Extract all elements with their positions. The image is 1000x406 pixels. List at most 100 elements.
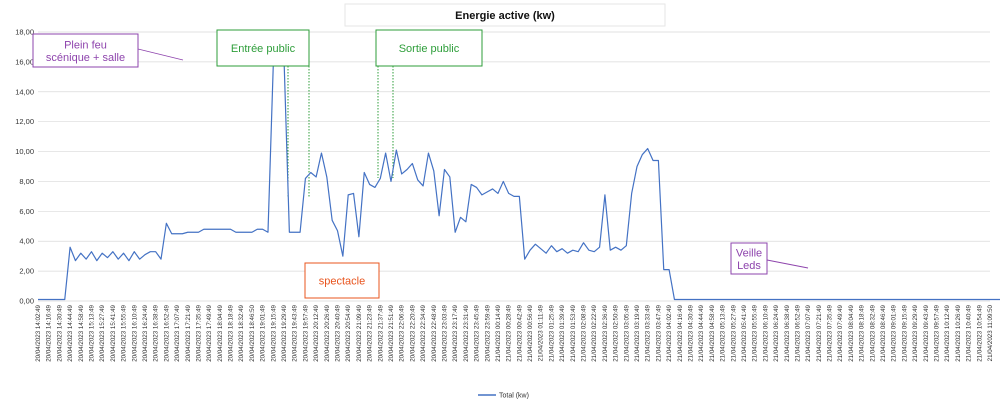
- y-tick-label: 2,00: [19, 267, 34, 276]
- x-tick-label: 21/04/2023 06:24:49: [773, 304, 780, 361]
- grid-lines: [38, 31, 990, 302]
- x-tick-label: 21/04/2023 03:33:49: [645, 304, 652, 361]
- x-tick-label: 21/04/2023 09:57:49: [934, 304, 941, 361]
- x-tick-label: 21/04/2023 02:50:49: [613, 304, 620, 361]
- x-tick-label: 20/04/2023 17:49:49: [206, 304, 213, 361]
- x-tick-label: 21/04/2023 03:19:49: [634, 304, 641, 361]
- x-tick-label: 20/04/2023 20:26:49: [324, 304, 331, 361]
- annotation-veille-leds: Veille Leds: [730, 242, 768, 275]
- x-tick-label: 21/04/2023 05:13:49: [720, 304, 727, 361]
- annotation-label: Sortie public: [399, 43, 460, 55]
- chart-title: Energie active (kw): [455, 10, 555, 22]
- x-tick-label: 21/04/2023 09:29:49: [912, 304, 919, 361]
- x-tick-label: 21/04/2023 05:55:49: [752, 304, 759, 361]
- y-tick-label: 16,00: [15, 57, 34, 66]
- x-tick-label: 20/04/2023 14:44:49: [67, 304, 74, 361]
- annotation-sortie-public: Sortie public: [375, 29, 483, 67]
- x-tick-label: 20/04/2023 21:37:49: [377, 304, 384, 361]
- x-tick-label: 20/04/2023 18:04:49: [217, 304, 224, 361]
- x-axis-ticks: 20/04/2023 14:02:49 20/04/2023 14:16:49 20…: [35, 304, 994, 361]
- x-tick-label: 20/04/2023 16:24:49: [142, 304, 149, 361]
- legend: Total (kw): [478, 393, 529, 400]
- x-tick-label: 20/04/2023 22:20:49: [409, 304, 416, 361]
- annotation-label: Veille Leds: [736, 247, 762, 272]
- x-tick-label: 21/04/2023 00:42:49: [516, 304, 523, 361]
- x-tick-label: 20/04/2023 15:41:49: [110, 304, 117, 361]
- y-axis-ticks: 0,00 2,00 4,00 6,00 8,00 10,00 12,00 14,00 16,00…: [15, 28, 34, 306]
- x-tick-label: 21/04/2023 10:54:49: [976, 304, 983, 361]
- legend-label: Total (kw): [499, 393, 529, 400]
- x-tick-label: 21/04/2023 06:52:49: [794, 304, 801, 361]
- annotation-plein-feu: Plein feu scénique + salle: [32, 33, 139, 68]
- y-tick-label: 6,00: [19, 207, 34, 216]
- x-tick-label: 20/04/2023 18:18:49: [228, 304, 235, 361]
- leader-plein-feu: [137, 48, 184, 61]
- x-tick-label: 21/04/2023 09:43:49: [923, 304, 930, 361]
- x-tick-label: 20/04/2023 23:45:49: [474, 304, 481, 361]
- x-tick-label: 21/04/2023 04:30:49: [687, 304, 694, 361]
- x-tick-label: 20/04/2023 19:29:49: [281, 304, 288, 361]
- x-tick-label: 20/04/2023 15:13:49: [88, 304, 95, 361]
- x-tick-label: 20/04/2023 20:54:49: [345, 304, 352, 361]
- x-tick-label: 21/04/2023 01:39:49: [559, 304, 566, 361]
- x-tick-label: 20/04/2023 19:57:49: [302, 304, 309, 361]
- y-tick-label: 4,00: [19, 237, 34, 246]
- x-tick-label: 21/04/2023 10:26:49: [955, 304, 962, 361]
- annotation-label: Entrée public: [231, 43, 296, 55]
- annotation-entree-public: Entrée public: [216, 29, 310, 67]
- x-tick-label: 20/04/2023 17:21:49: [185, 304, 192, 361]
- x-tick-label: 20/04/2023 21:51:49: [388, 304, 395, 361]
- x-tick-label: 20/04/2023 19:01:49: [260, 304, 267, 361]
- annotation-box: [32, 33, 139, 68]
- x-tick-label: 20/04/2023 22:48:49: [431, 304, 438, 361]
- x-tick-label: 21/04/2023 07:21:49: [816, 304, 823, 361]
- x-tick-label: 21/04/2023 07:49:49: [837, 304, 844, 361]
- x-tick-label: 21/04/2023 08:04:49: [848, 304, 855, 361]
- y-tick-label: 14,00: [15, 87, 34, 96]
- x-tick-label: 20/04/2023 21:23:49: [367, 304, 374, 361]
- x-tick-label: 20/04/2023 15:27:49: [99, 304, 106, 361]
- x-tick-label: 21/04/2023 06:38:49: [784, 304, 791, 361]
- x-tick-label: 21/04/2023 01:53:49: [570, 304, 577, 361]
- x-tick-label: 20/04/2023 21:09:49: [356, 304, 363, 361]
- x-tick-label: 21/04/2023 02:22:49: [591, 304, 598, 361]
- annotation-box: [304, 262, 380, 299]
- series-layer: [38, 58, 1000, 301]
- x-tick-label: 21/04/2023 04:02:49: [666, 304, 673, 361]
- x-tick-label: 20/04/2023 14:02:49: [35, 304, 42, 361]
- x-tick-label: 21/04/2023 09:01:49: [891, 304, 898, 361]
- x-tick-label: 20/04/2023 14:16:49: [46, 304, 53, 361]
- y-tick-label: 18,00: [15, 28, 34, 37]
- annotation-leaders: [137, 48, 809, 269]
- annotation-box: [730, 242, 768, 275]
- annotation-label: Plein feu scénique + salle: [46, 39, 125, 64]
- x-tick-label: 20/04/2023 19:43:49: [292, 304, 299, 361]
- x-tick-label: 20/04/2023 23:59:49: [484, 304, 491, 361]
- x-tick-label: 20/04/2023 20:12:49: [313, 304, 320, 361]
- x-tick-label: 20/04/2023 16:52:49: [163, 304, 170, 361]
- y-tick-label: 10,00: [15, 147, 34, 156]
- x-tick-label: 20/04/2023 23:17:49: [452, 304, 459, 361]
- annotation-spectacle: spectacle: [304, 262, 380, 299]
- x-tick-label: 21/04/2023 06:10:49: [762, 304, 769, 361]
- x-tick-label: 20/04/2023 14:30:49: [56, 304, 63, 361]
- x-tick-label: 21/04/2023 10:40:49: [966, 304, 973, 361]
- x-tick-label: 20/04/2023 16:10:49: [131, 304, 138, 361]
- x-tick-label: 21/04/2023 08:18:49: [859, 304, 866, 361]
- x-tick-label: 21/04/2023 07:35:49: [827, 304, 834, 361]
- x-tick-label: 20/04/2023 23:31:49: [463, 304, 470, 361]
- annotations: Plein feu scénique + salle Entrée public So…: [32, 29, 768, 299]
- x-tick-label: 21/04/2023 00:28:49: [506, 304, 513, 361]
- x-tick-label: 20/04/2023 22:34:49: [420, 304, 427, 361]
- x-tick-label: 20/04/2023 14:58:49: [78, 304, 85, 361]
- x-tick-label: 20/04/2023 19:15:49: [270, 304, 277, 361]
- y-tick-label: 12,00: [15, 117, 34, 126]
- y-tick-label: 0,00: [19, 297, 34, 306]
- x-tick-label: 20/04/2023 15:55:49: [121, 304, 128, 361]
- x-tick-label: 21/04/2023 00:56:49: [527, 304, 534, 361]
- x-tick-label: 21/04/2023 08:46:49: [880, 304, 887, 361]
- x-tick-label: 21/04/2023 05:41:49: [741, 304, 748, 361]
- x-tick-label: 21/04/2023 01:25:49: [548, 304, 555, 361]
- x-tick-label: 21/04/2023 03:47:49: [655, 304, 662, 361]
